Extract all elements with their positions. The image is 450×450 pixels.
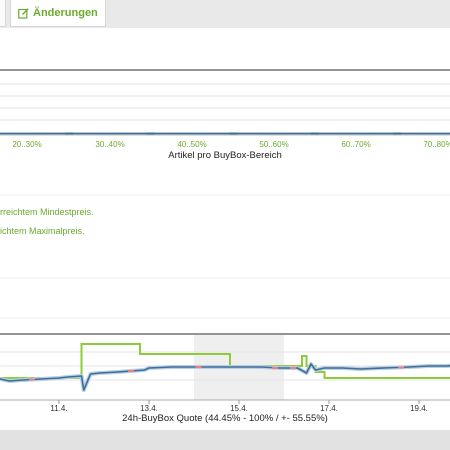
tab-aenderungen[interactable]: Änderungen	[10, 0, 106, 27]
bar-marker	[311, 132, 319, 135]
edit-icon	[18, 7, 29, 19]
bar-marker	[65, 132, 73, 135]
footer-strip	[0, 430, 450, 450]
tab-previous[interactable]	[0, 0, 6, 27]
red-marker	[398, 366, 404, 369]
red-marker	[290, 367, 296, 369]
category-label: 50..60%	[259, 140, 289, 149]
max-price-note: ichtem Maximalpreis.	[0, 226, 85, 236]
bar-marker	[393, 132, 401, 135]
red-markers	[29, 366, 404, 381]
tab-label: Änderungen	[33, 7, 98, 19]
category-label: 30..40%	[95, 140, 125, 149]
bar-marker	[229, 132, 237, 135]
series-line-blue	[0, 363, 450, 391]
series-line-green	[0, 343, 450, 379]
red-marker	[128, 370, 134, 372]
x-tick-label: 13.4.	[140, 404, 158, 413]
category-label: 40..50%	[177, 140, 207, 149]
category-label: 20..30%	[12, 140, 42, 149]
red-marker	[29, 378, 35, 381]
red-marker	[272, 367, 278, 369]
category-label: 70..80%	[423, 140, 450, 149]
x-tick-label: 11.4.	[50, 404, 68, 413]
x-tick-label: 17.4.	[320, 404, 338, 413]
buybox-axis-title: 24h-BuyBox Quote (44.45% - 100% / +- 55.…	[122, 413, 328, 424]
bar-marker	[147, 132, 155, 135]
min-price-note: rreichtem Mindestpreis.	[0, 207, 94, 217]
category-label: 60..70%	[341, 140, 371, 149]
x-ticks	[58, 400, 420, 404]
top-chart-axis-title: Artikel pro BuyBox-Bereich	[168, 150, 282, 161]
x-tick-label: 19.4.	[410, 404, 428, 413]
x-tick-label: 15.4.	[230, 404, 248, 413]
red-marker	[195, 366, 202, 368]
tab-bar: Änderungen	[0, 0, 450, 29]
